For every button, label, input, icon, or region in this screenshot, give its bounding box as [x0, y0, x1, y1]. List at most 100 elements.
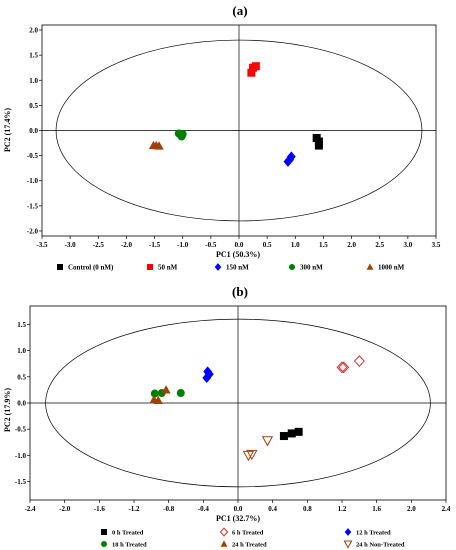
x-tick-label: -3.0 [65, 241, 77, 249]
panel-b-x-axis-label: PC1 (32.7%) [216, 514, 260, 523]
x-tick-label: 0.0 [235, 241, 244, 249]
x-tick-label: -1.6 [94, 505, 106, 513]
panel-b-ticks: -2.4 -2.0 -1.6 -1.2 -0.8 -0.4 0.0 0.4 0.8 1.2 1.6 2… [15, 321, 451, 513]
x-tick-label: 1.0 [291, 241, 300, 249]
panel-a-points [148, 62, 323, 167]
legend-marker [219, 527, 229, 537]
legend-marker [289, 264, 295, 270]
y-tick-label: 1.0 [29, 77, 38, 85]
x-tick-label: -1.2 [128, 505, 140, 513]
y-tick-label: 1.0 [17, 347, 26, 355]
panel-a-axes [42, 25, 436, 236]
x-tick-label: 3.5 [432, 241, 441, 249]
x-tick-label: -0.4 [198, 505, 210, 513]
confidence-ellipse [45, 318, 431, 488]
legend-marker [366, 263, 374, 270]
panel-b-points [149, 355, 365, 462]
x-tick-label: -0.5 [205, 241, 217, 249]
x-tick-label: 2.0 [407, 505, 416, 513]
x-tick-label: 1.6 [372, 505, 381, 513]
data-point-18-h-treated [150, 389, 159, 398]
legend-entry-label: 300 nM [300, 264, 323, 272]
legend-entry-label: 0 h Treated [112, 530, 144, 537]
legend-entry-label: 50 nM [158, 264, 178, 272]
legend-entry-label: Control (0 nM) [68, 264, 114, 272]
legend-entry-label: 24 h Non-Treated [356, 542, 405, 549]
panel-a-y-axis-label: PC2 (17.4%) [3, 108, 12, 152]
legend-marker [57, 264, 63, 270]
data-point-24-h-treated [153, 395, 163, 404]
y-tick-label: 0.5 [17, 373, 26, 381]
y-tick-label: 1.5 [17, 321, 26, 329]
panel-a-label: (a) [232, 3, 247, 18]
panel-b-y-axis-label: PC2 (17.9%) [3, 388, 12, 432]
legend-marker [101, 529, 107, 535]
data-point-24-h-non-treated [242, 450, 255, 462]
data-point-6-h-treated [336, 361, 348, 374]
legend-marker [214, 263, 222, 271]
y-tick-label: 1.5 [29, 52, 38, 60]
panel-b-legend: 0 h Treated 6 h Treated 12 h Treated 18 h T… [101, 527, 405, 549]
y-tick-label: -0.5 [27, 152, 39, 160]
x-tick-label: 3.0 [403, 241, 412, 249]
data-point-12-h-treated [203, 366, 213, 377]
legend-entry-label: 6 h Treated [232, 530, 264, 537]
data-point-0-h-treated [294, 427, 303, 436]
y-tick-label: 0.0 [17, 400, 26, 408]
panel-a-x-axis-label: PC1 (50.3%) [216, 250, 260, 259]
legend-entry-label: 24 h Treated [232, 542, 267, 549]
data-point-0-h-treated [279, 432, 288, 441]
x-tick-label: 0.8 [303, 505, 312, 513]
panel-b-chart: (b) -2.4 -2.0 -1.6 -1.2 -0.8 -0.4 0.0 0.4 0.8 1.2… [3, 284, 451, 549]
legend-marker [343, 540, 353, 549]
x-tick-label: -2.5 [93, 241, 105, 249]
data-point-24-h-non-treated [261, 436, 274, 447]
legend-marker [101, 541, 107, 547]
x-tick-label: 1.5 [319, 241, 328, 249]
y-tick-label: -1.5 [15, 478, 27, 486]
data-point-150-nm [286, 151, 296, 162]
panel-b-axes [30, 306, 446, 500]
x-tick-label: 2.0 [347, 241, 356, 249]
confidence-ellipse [55, 39, 423, 222]
y-tick-label: 0.5 [29, 102, 38, 110]
data-point-6-h-treated [353, 355, 365, 367]
x-tick-label: -3.5 [36, 241, 48, 249]
legend-entry-label: 12 h Treated [356, 530, 391, 537]
x-tick-label: -0.8 [163, 505, 175, 513]
data-point-50-nm [251, 62, 260, 71]
data-point-24-h-treated [161, 385, 171, 394]
data-point-control-0-nm- [314, 141, 323, 150]
x-tick-label: 0.0 [234, 505, 243, 513]
panel-a-chart: (a) -3.5 -3.0 -2.5 -2.0 -1.5 -1.0 -0.5 0.0 0.5 1.… [3, 3, 441, 272]
data-point-1000-nm [154, 141, 164, 150]
data-point-control-0-nm- [314, 137, 323, 146]
data-point-300-nm [178, 130, 187, 139]
panel-a-ticks: -3.5 -3.0 -2.5 -2.0 -1.5 -1.0 -0.5 0.0 0.5 1.0 1.5… [27, 27, 441, 249]
x-tick-label: 1.2 [338, 505, 347, 513]
y-tick-label: -1.0 [27, 177, 39, 185]
x-tick-label: 0.4 [268, 505, 277, 513]
x-tick-label: -2.4 [24, 505, 36, 513]
data-point-18-h-treated [176, 389, 185, 398]
data-point-24-h-non-treated [246, 449, 258, 461]
data-point-50-nm [247, 68, 256, 77]
data-point-6-h-treated [338, 361, 350, 374]
x-tick-label: 2.4 [442, 505, 451, 513]
panel-b-label: (b) [232, 284, 248, 299]
panel-a-legend: Control (0 nM) 50 nM 150 nM 300 nM 1000 nM [57, 263, 405, 272]
data-point-0-h-treated [287, 429, 296, 438]
y-tick-label: -1.0 [15, 452, 27, 460]
y-tick-label: 0.0 [29, 127, 38, 135]
legend-entry-label: 18 h Treated [112, 542, 147, 549]
legend-marker [220, 540, 228, 547]
legend-entry-label: 150 nM [226, 264, 249, 272]
legend-marker [147, 264, 153, 270]
legend-marker [344, 528, 352, 536]
y-tick-label: -2.0 [27, 227, 39, 235]
y-tick-label: 2.0 [29, 27, 38, 35]
x-tick-label: -2.0 [121, 241, 133, 249]
x-tick-label: -1.0 [177, 241, 189, 249]
x-tick-label: -2.0 [59, 505, 71, 513]
